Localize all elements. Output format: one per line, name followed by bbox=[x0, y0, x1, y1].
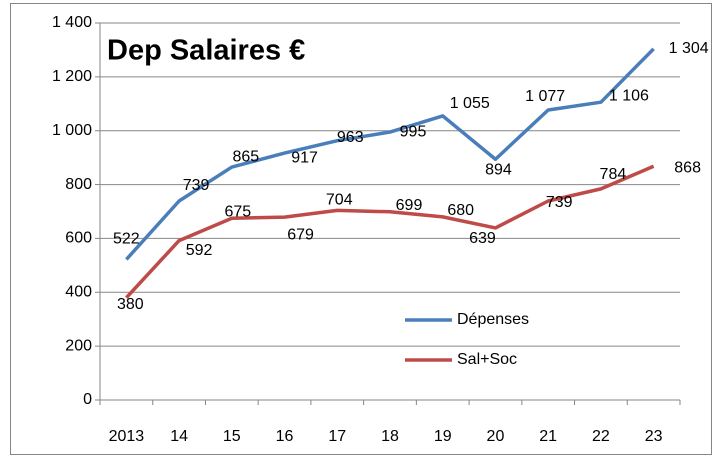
x-tick-label: 20 bbox=[487, 428, 505, 445]
x-tick-label: 2013 bbox=[109, 428, 145, 445]
y-tick-label: 1 200 bbox=[52, 68, 92, 85]
data-label: 1 106 bbox=[609, 87, 649, 104]
chart-title: Dep Salaires € bbox=[107, 35, 305, 67]
x-tick-label: 17 bbox=[328, 428, 346, 445]
data-label: 865 bbox=[232, 148, 259, 165]
data-label: 380 bbox=[117, 296, 144, 313]
data-label: 1 055 bbox=[450, 95, 490, 112]
title-box bbox=[104, 30, 354, 72]
chart-frame bbox=[10, 3, 712, 455]
data-label: 917 bbox=[291, 149, 318, 166]
x-tick-label: 22 bbox=[592, 428, 610, 445]
y-tick-label: 400 bbox=[65, 284, 92, 301]
data-label: 739 bbox=[183, 177, 210, 194]
data-label: 995 bbox=[400, 123, 427, 140]
y-tick-label: 0 bbox=[83, 391, 92, 408]
x-tick-label: 19 bbox=[434, 428, 452, 445]
data-label: 592 bbox=[186, 242, 213, 259]
data-label: 699 bbox=[396, 197, 423, 214]
x-tick-label: 23 bbox=[645, 428, 663, 445]
data-label: 522 bbox=[113, 231, 140, 248]
data-label: 680 bbox=[447, 202, 474, 219]
y-tick-label: 1 400 bbox=[52, 14, 92, 31]
x-tick-label: 15 bbox=[223, 428, 241, 445]
data-label: 784 bbox=[600, 166, 627, 183]
data-label: 868 bbox=[674, 159, 701, 176]
y-tick-label: 800 bbox=[65, 176, 92, 193]
y-tick-label: 200 bbox=[65, 337, 92, 354]
x-tick-label: 18 bbox=[381, 428, 399, 445]
data-label: 739 bbox=[546, 194, 573, 211]
legend-label: Sal+Soc bbox=[457, 351, 517, 368]
x-tick-label: 14 bbox=[170, 428, 188, 445]
data-line bbox=[125, 164, 655, 299]
data-line bbox=[125, 47, 655, 261]
x-tick-label: 16 bbox=[276, 428, 294, 445]
data-label: 639 bbox=[469, 230, 496, 247]
data-label: 704 bbox=[326, 192, 353, 209]
y-tick-label: 1 000 bbox=[52, 122, 92, 139]
data-label: 675 bbox=[224, 203, 251, 220]
data-label: 1 304 bbox=[669, 40, 709, 57]
y-tick-label: 600 bbox=[65, 230, 92, 247]
legend-label: Dépenses bbox=[457, 311, 529, 328]
data-label: 679 bbox=[287, 226, 314, 243]
x-tick-label: 21 bbox=[539, 428, 557, 445]
data-label: 894 bbox=[485, 161, 512, 178]
data-label: 963 bbox=[337, 129, 364, 146]
data-label: 1 077 bbox=[525, 88, 565, 105]
